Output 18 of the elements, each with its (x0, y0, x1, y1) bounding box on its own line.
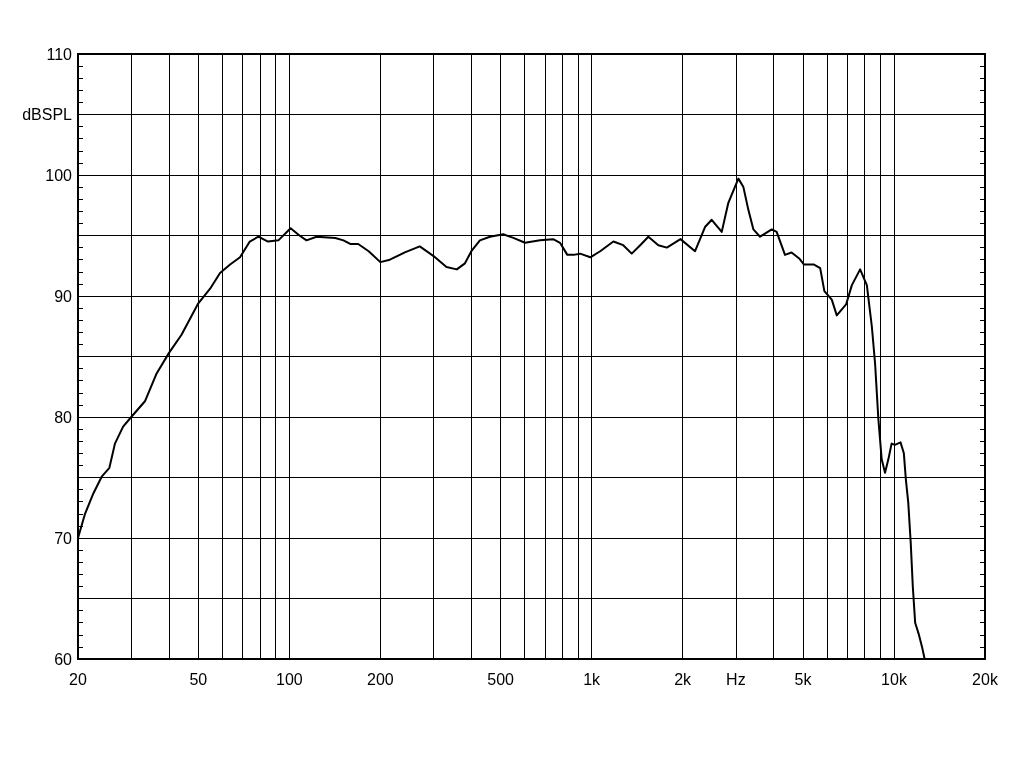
x-tick-label: 2k (674, 670, 693, 688)
y-tick-label: dBSPL (22, 106, 73, 123)
x-tick-label: 20k (972, 670, 999, 688)
y-tick-label: 70 (54, 529, 73, 547)
x-tick-label: 5k (794, 670, 813, 688)
y-tick-label: 90 (54, 287, 73, 305)
x-tick-label: 10k (881, 670, 908, 688)
y-tick-label: 80 (54, 408, 73, 426)
x-tick-label: 200 (366, 670, 394, 688)
x-tick-label: 500 (487, 670, 515, 688)
y-tick-label: 110 (46, 45, 73, 63)
x-tick-label: Hz (726, 670, 746, 688)
x-tick-label: 20 (69, 670, 87, 688)
y-tick-label: 100 (45, 166, 73, 184)
y-tick-label: 60 (54, 650, 73, 668)
x-tick-label: 50 (189, 670, 208, 688)
x-tick-label: 1k (583, 670, 602, 688)
x-tick-label: 100 (275, 670, 303, 688)
